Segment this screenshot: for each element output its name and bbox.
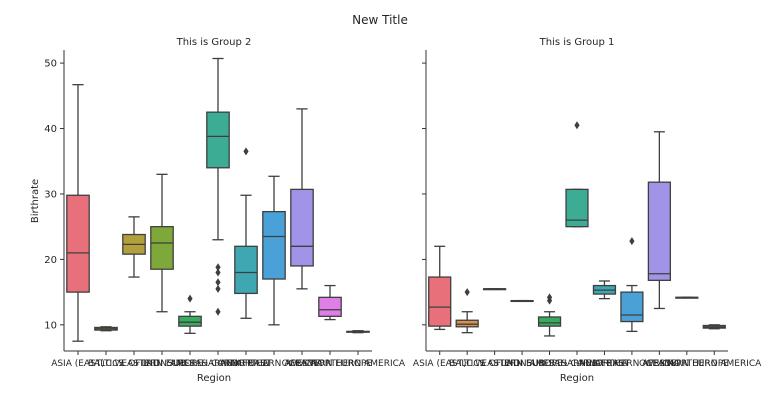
outlier-point: [546, 293, 553, 302]
box-1: [428, 245, 452, 331]
x-tick-label: NEAR EAST: [221, 359, 272, 369]
box-2: [455, 288, 479, 334]
box-6: [206, 57, 230, 316]
outlier-point: [574, 121, 580, 130]
y-ticks-right: [422, 62, 426, 326]
outlier-point: [215, 263, 221, 272]
subplot-group-1: This is Group 1 Region ASIA (EAST)BALTIC…: [413, 37, 762, 384]
y-tick-label: 30: [44, 189, 57, 200]
box-8: [262, 175, 286, 326]
figure-suptitle: New Title: [352, 13, 408, 27]
y-ticks: 10 20 30 40 50: [44, 59, 64, 331]
y-tick-label: 40: [44, 124, 57, 135]
box-body: [537, 316, 562, 327]
box-9: [290, 108, 314, 290]
box-4: [510, 299, 534, 303]
y-tick-label: 10: [44, 320, 57, 331]
box-3: [483, 288, 507, 291]
x-axis-label-right: Region: [560, 373, 594, 384]
outlier-point: [215, 278, 221, 287]
box-series-left: [66, 57, 370, 342]
y-axis-label: Birthrate: [30, 179, 41, 223]
box-body: [290, 188, 314, 267]
box-body: [206, 111, 230, 169]
x-tick-label: BALTICS: [88, 359, 125, 369]
x-tick-label: OCEANIA: [282, 359, 324, 369]
box-1: [66, 84, 90, 342]
box-6: [565, 121, 589, 228]
x-tick-label: NEAR EAST: [579, 359, 630, 369]
box-body: [565, 188, 589, 228]
outlier-point: [187, 294, 193, 303]
box-11: [346, 330, 370, 334]
box-body: [620, 291, 644, 323]
box-body: [318, 296, 342, 317]
box-body: [178, 315, 202, 327]
y-tick-label: 50: [44, 59, 57, 70]
subplot-title-left: This is Group 2: [176, 37, 252, 48]
x-tick-label: SUB-SAHARAN AFRICA: [167, 359, 269, 369]
x-tick-label: ASIA (EAST): [413, 359, 467, 369]
subplot-title-right: This is Group 1: [539, 37, 615, 48]
box-3: [122, 216, 146, 278]
y-tick-label: 20: [44, 255, 57, 266]
x-axis-label-left: Region: [197, 373, 231, 384]
box-5: [178, 294, 202, 334]
x-tick-label: EASTERN EUROPE: [481, 359, 563, 369]
box-10: [675, 296, 699, 299]
x-tick-label: NORTHERN AFRICA: [589, 359, 676, 369]
box-7: [592, 280, 617, 300]
outlier-point: [629, 237, 635, 246]
box-8: [620, 237, 644, 333]
box-body: [66, 194, 90, 293]
x-tick-label: NORTHERN AMERICA: [667, 359, 762, 369]
box-9: [647, 131, 671, 310]
box-body: [234, 245, 258, 295]
x-tick-label: C.W. OF IND.: [105, 359, 162, 369]
outlier-point: [215, 284, 221, 293]
x-tick-label: BALTICS: [449, 359, 486, 369]
outlier-point: [243, 147, 249, 156]
box-5: [537, 293, 562, 337]
x-tick-label: SUB-SAHARAN AFRICA: [526, 359, 628, 369]
box-body: [647, 181, 671, 281]
x-tick-label: WESTERN EUROPE: [645, 359, 729, 369]
x-tick-label: EASTERN EUROPE: [121, 359, 203, 369]
x-tick-label: OCEANIA: [639, 359, 681, 369]
x-tick-label: LATIN AMER. & CARIB: [141, 359, 238, 369]
x-tick-label: ASIA (EAST): [51, 359, 105, 369]
box-7: [234, 147, 258, 319]
x-tick-label: LATIN AMER. & CARIB: [501, 359, 598, 369]
box-body: [455, 319, 479, 328]
outlier-point: [215, 307, 221, 316]
outlier-point: [215, 268, 221, 277]
x-tick-label: WESTERN EUROPE: [288, 359, 372, 369]
box-11: [702, 324, 726, 330]
x-tick-label: C.W. OF IND.: [466, 359, 523, 369]
x-tick-label: NORTHERN AFRICA: [231, 359, 318, 369]
x-tick-label: NORTHERN AMERICA: [311, 359, 406, 369]
subplot-group-2: This is Group 2 Birthrate Region 10 20 30 4…: [30, 37, 406, 384]
outlier-point: [464, 288, 470, 297]
box-2: [94, 326, 118, 332]
box-4: [150, 173, 174, 313]
box-body: [262, 210, 286, 280]
box-10: [318, 284, 342, 321]
box-body: [428, 276, 452, 327]
box-body: [150, 226, 174, 270]
box-series-right: [428, 121, 726, 337]
